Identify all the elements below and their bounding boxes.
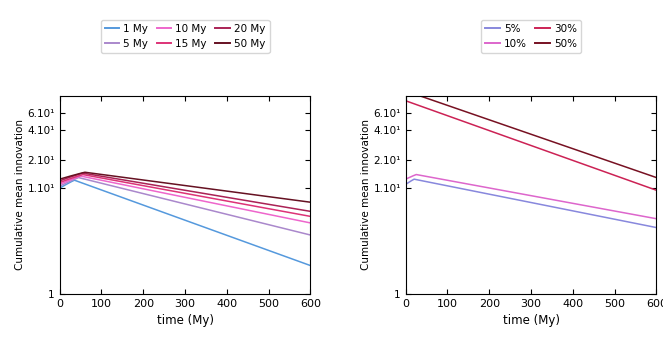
- Legend: 1 My, 5 My, 10 My, 15 My, 20 My, 50 My: 1 My, 5 My, 10 My, 15 My, 20 My, 50 My: [101, 19, 270, 53]
- X-axis label: time (My): time (My): [156, 314, 213, 327]
- Y-axis label: Cumulative mean innovation: Cumulative mean innovation: [361, 119, 371, 270]
- X-axis label: time (My): time (My): [503, 314, 560, 327]
- Y-axis label: Cumulative mean innovation: Cumulative mean innovation: [15, 119, 25, 270]
- Legend: 5%, 10%, 30%, 50%: 5%, 10%, 30%, 50%: [481, 19, 581, 53]
